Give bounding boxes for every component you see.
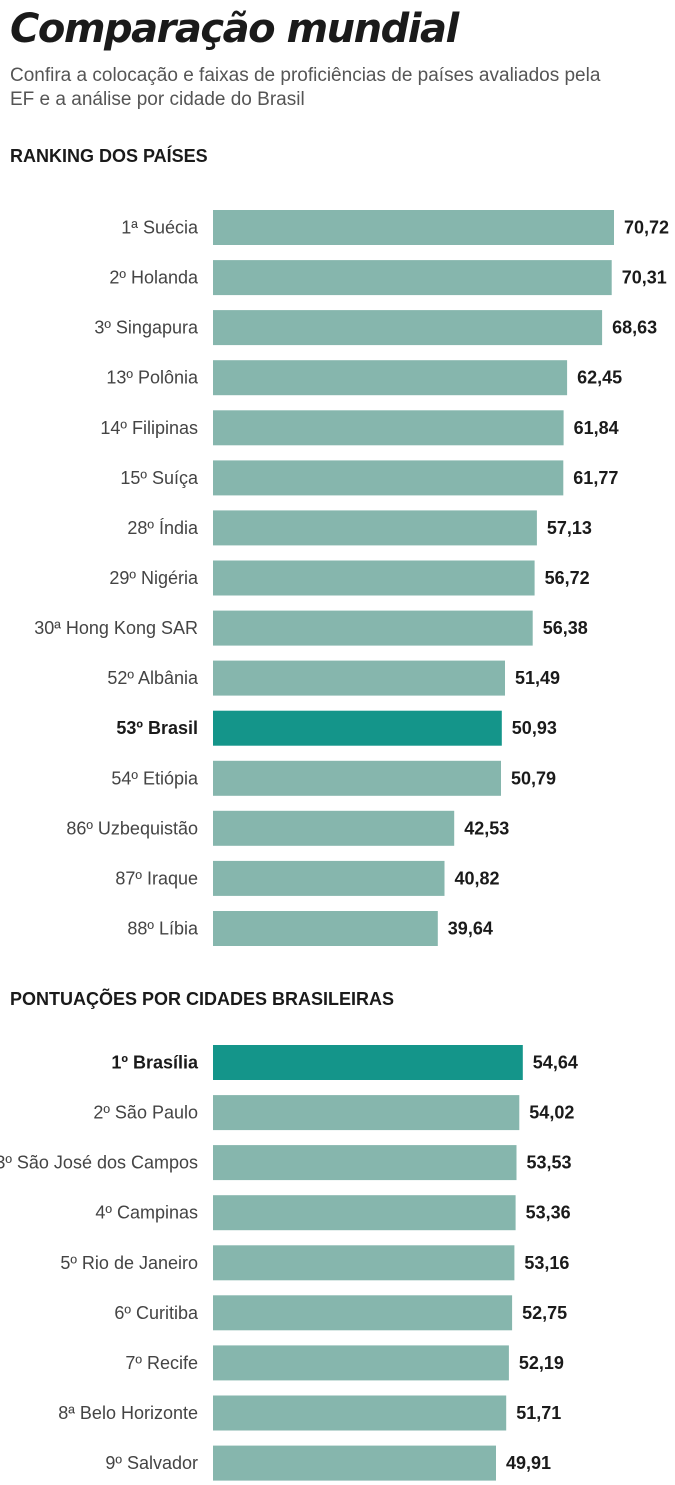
country-value-label: 39,64 [448, 919, 493, 939]
country-category-label: 15º Suíça [120, 468, 199, 488]
country-category-label: 86º Uzbequistão [66, 818, 198, 838]
country-category-label: 3º Singapura [94, 318, 199, 338]
country-category-label: 29º Nigéria [109, 568, 199, 588]
country-bar [213, 410, 564, 446]
country-bar [213, 560, 535, 596]
country-value-label: 56,38 [543, 618, 588, 638]
country-category-label: 13º Polônia [106, 368, 199, 388]
country-category-label: 54º Etiópia [111, 768, 199, 788]
city-value-label: 54,02 [529, 1103, 574, 1123]
city-category-label: 5º Rio de Janeiro [60, 1253, 198, 1273]
city-value-label: 53,36 [526, 1203, 571, 1223]
city-category-label: 7º Recife [125, 1353, 198, 1373]
country-value-label: 70,72 [624, 218, 669, 238]
country-bar [213, 460, 564, 496]
country-category-label: 2º Holanda [109, 268, 199, 288]
city-bar [213, 1095, 520, 1131]
country-value-label: 68,63 [612, 318, 657, 338]
city-value-label: 53,53 [527, 1153, 572, 1173]
city-value-label: 52,19 [519, 1353, 564, 1373]
city-category-label: 2º São Paulo [93, 1103, 198, 1123]
country-category-label: 87º Iraque [115, 868, 198, 888]
country-bar [213, 260, 612, 296]
country-bar [213, 860, 445, 896]
country-bar [213, 360, 568, 396]
country-bar [213, 760, 501, 796]
country-category-label: 88º Líbia [127, 919, 199, 939]
country-bar [213, 911, 438, 946]
country-value-label: 70,31 [622, 268, 667, 288]
countries-bar-chart: 1ª Suécia 70,72 2º Holanda 70,31 3º Singapur… [34, 210, 669, 946]
country-value-label: 61,77 [573, 468, 618, 488]
city-category-label: 8ª Belo Horizonte [58, 1403, 198, 1423]
country-value-label: 40,82 [455, 868, 500, 888]
country-value-label: 51,49 [515, 668, 560, 688]
country-category-label: 52º Albânia [107, 668, 199, 688]
country-bar [213, 710, 502, 746]
country-value-label: 62,45 [577, 368, 622, 388]
city-category-label: 4º Campinas [95, 1203, 198, 1223]
city-bar [213, 1045, 523, 1080]
countries-ranking-heading: RANKING DOS PAÍSES [10, 146, 208, 166]
country-category-label: 1ª Suécia [121, 218, 199, 238]
city-value-label: 54,64 [533, 1053, 578, 1073]
city-bar [213, 1345, 509, 1381]
country-value-label: 57,13 [547, 518, 592, 538]
country-category-label: 30ª Hong Kong SAR [34, 618, 198, 638]
city-category-label: 1º Brasília [111, 1053, 199, 1073]
country-value-label: 61,84 [574, 418, 619, 438]
city-bar [213, 1445, 496, 1481]
city-category-label: 9º Salvador [105, 1453, 198, 1473]
country-bar [213, 810, 455, 846]
country-bar [213, 660, 505, 696]
city-value-label: 51,71 [516, 1403, 561, 1423]
city-category-label: 6º Curitiba [114, 1303, 199, 1323]
city-value-label: 49,91 [506, 1453, 551, 1473]
country-category-label: 28º Índia [127, 518, 199, 538]
country-value-label: 56,72 [545, 568, 590, 588]
country-value-label: 42,53 [464, 818, 509, 838]
country-bar [213, 610, 533, 646]
city-value-label: 52,75 [522, 1303, 567, 1323]
city-bar [213, 1245, 515, 1281]
city-bar [213, 1145, 517, 1181]
city-category-label: 3º São José dos Campos [0, 1153, 198, 1173]
page-title: Comparação mundial [10, 6, 459, 52]
city-value-label: 53,16 [524, 1253, 569, 1273]
country-bar [213, 510, 537, 546]
country-category-label: 53º Brasil [116, 718, 198, 738]
country-category-label: 14º Filipinas [100, 418, 198, 438]
city-bar [213, 1295, 513, 1331]
country-value-label: 50,93 [512, 718, 557, 738]
city-bar [213, 1195, 516, 1231]
country-bar [213, 210, 614, 245]
page-subtitle: Confira a colocação e faixas de proficiê… [10, 65, 601, 110]
country-value-label: 50,79 [511, 768, 556, 788]
country-bar [213, 310, 603, 346]
cities-scores-heading: PONTUAÇÕES POR CIDADES BRASILEIRAS [10, 989, 395, 1009]
city-bar [213, 1395, 507, 1431]
